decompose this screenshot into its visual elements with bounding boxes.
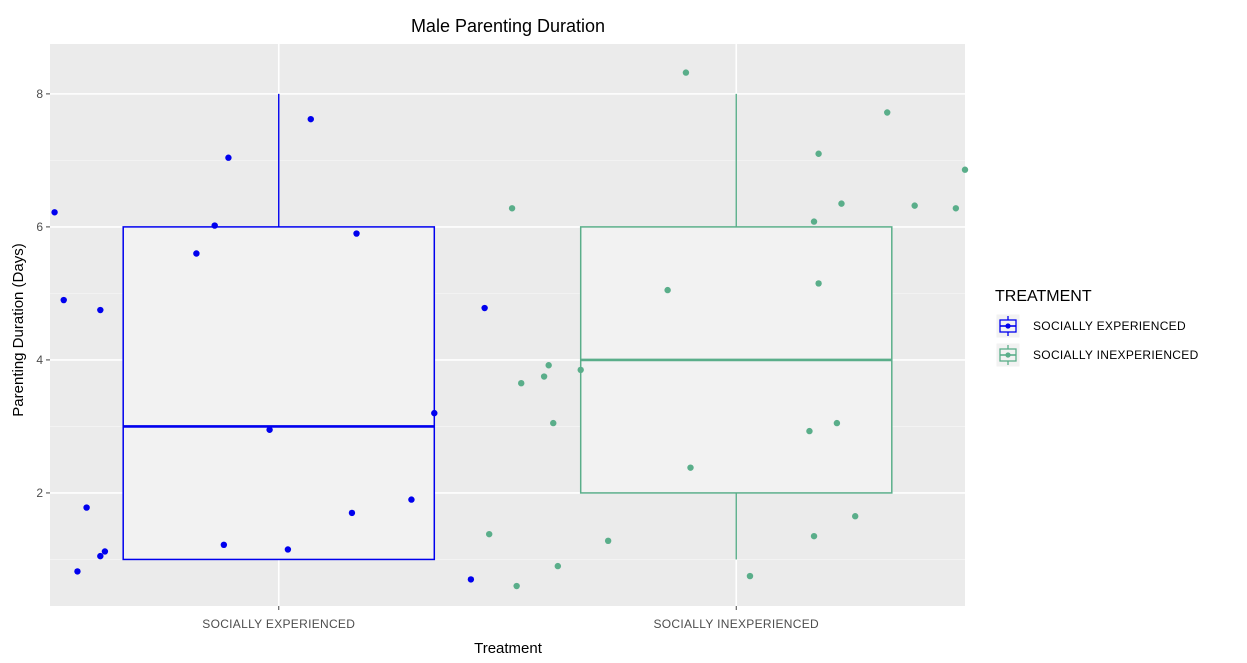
legend-title: TREATMENT	[995, 288, 1092, 305]
y-tick-label: 4	[36, 353, 43, 367]
data-point	[961, 166, 969, 173]
data-point	[508, 205, 516, 212]
data-point	[60, 296, 67, 304]
y-tick-label: 2	[36, 486, 43, 500]
data-point	[577, 366, 584, 374]
data-point	[211, 222, 218, 229]
data-point	[952, 205, 960, 212]
data-point	[550, 419, 557, 427]
data-point	[810, 532, 818, 540]
data-point	[554, 562, 562, 570]
data-point	[481, 304, 488, 312]
data-point	[852, 513, 859, 520]
y-axis-title: Parenting Duration (Days)	[10, 243, 27, 416]
data-point	[225, 154, 232, 161]
y-tick-label: 8	[36, 87, 43, 101]
legend: TREATMENT SOCIALLY EXPERIENCED SOCIALLY I…	[995, 288, 1199, 367]
data-point	[682, 69, 690, 76]
data-point	[220, 541, 228, 549]
data-point	[467, 576, 475, 583]
data-point	[518, 379, 525, 387]
data-point	[51, 209, 58, 216]
data-point	[810, 218, 818, 225]
data-point	[486, 530, 493, 538]
data-point	[74, 568, 81, 575]
data-point	[815, 280, 822, 287]
legend-key-point	[1005, 352, 1011, 358]
data-point	[266, 426, 273, 433]
legend-label: SOCIALLY EXPERIENCED	[1033, 319, 1186, 333]
data-point	[746, 572, 754, 580]
legend-key-point	[1005, 323, 1011, 329]
x-axis-title: Treatment	[474, 640, 543, 657]
data-point	[604, 537, 612, 545]
data-point	[513, 582, 520, 590]
x-tick-label: SOCIALLY EXPERIENCED	[202, 617, 355, 631]
data-point	[97, 552, 104, 560]
data-point	[348, 509, 356, 517]
data-point	[833, 419, 841, 427]
data-point	[284, 546, 292, 553]
data-point	[307, 115, 314, 123]
data-point	[193, 250, 200, 257]
data-point	[838, 200, 845, 207]
data-point	[408, 496, 415, 503]
data-point	[884, 109, 891, 116]
box-body	[122, 226, 436, 561]
data-point	[353, 230, 360, 237]
data-point	[83, 504, 90, 511]
data-point	[687, 464, 694, 471]
chart-title: Male Parenting Duration	[411, 16, 605, 36]
y-tick-label: 6	[36, 220, 43, 234]
data-point	[664, 286, 671, 294]
data-point	[540, 373, 548, 380]
data-point	[431, 409, 438, 417]
legend-label: SOCIALLY INEXPERIENCED	[1033, 348, 1199, 362]
data-point	[815, 150, 822, 157]
data-point	[97, 306, 104, 314]
x-tick-label: SOCIALLY INEXPERIENCED	[653, 617, 819, 631]
data-point	[101, 548, 109, 555]
data-point	[806, 427, 813, 435]
data-point	[911, 202, 918, 209]
data-point	[545, 362, 552, 369]
